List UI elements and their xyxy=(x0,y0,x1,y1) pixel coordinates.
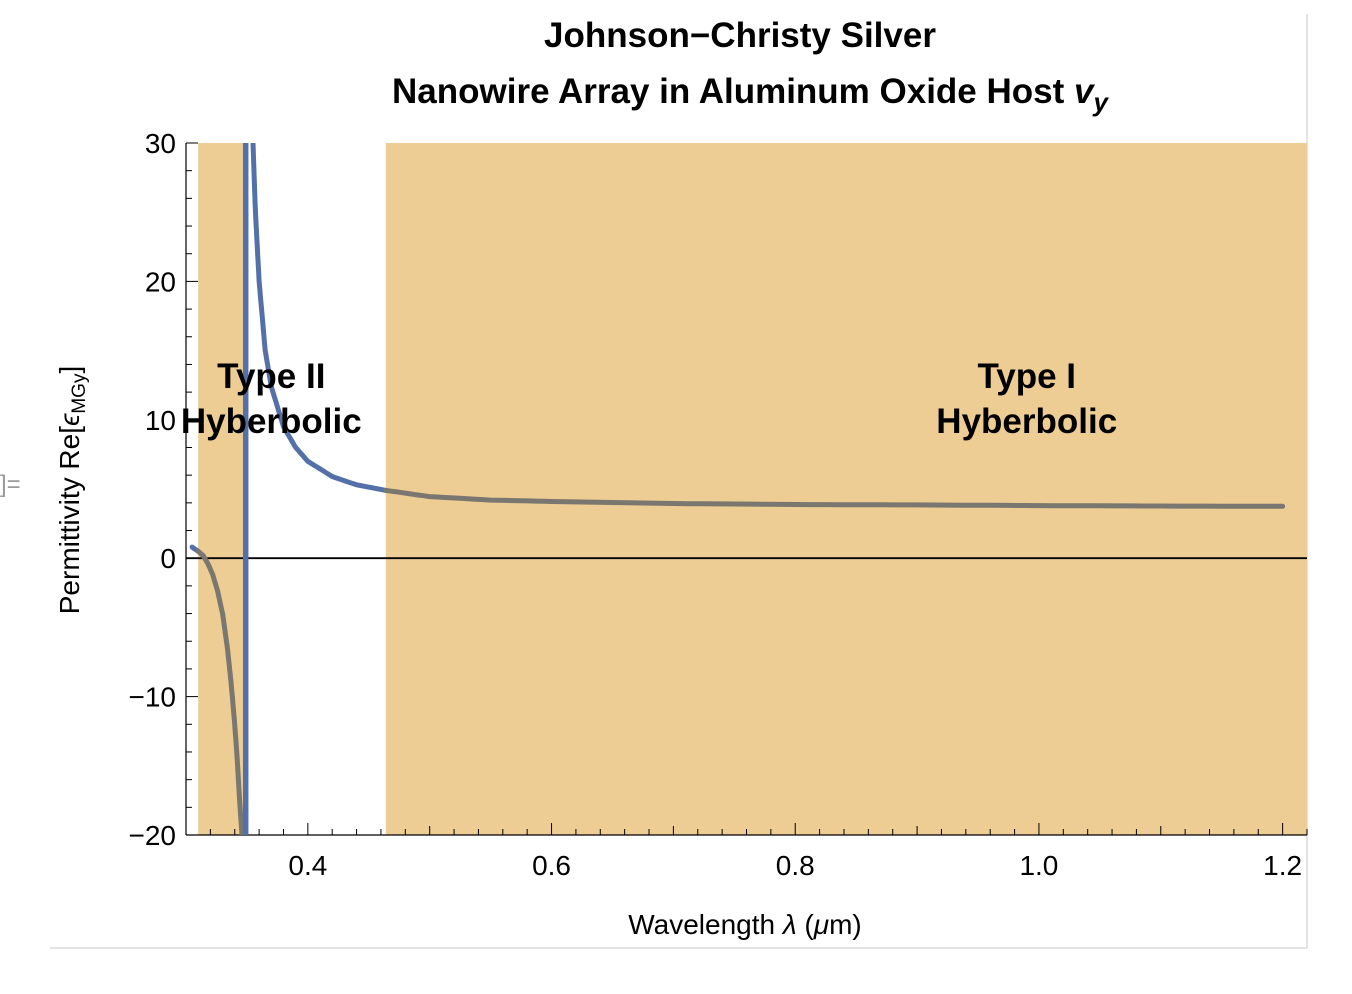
y-tick-label: −10 xyxy=(129,682,177,713)
x-axis-label-lambda: λ xyxy=(781,909,797,940)
y-tick-label: 20 xyxy=(145,266,176,297)
x-axis-label-close: m) xyxy=(829,909,862,940)
x-tick-label: 0.8 xyxy=(776,850,815,881)
y-tick-label: 10 xyxy=(145,405,176,436)
y-tick-label: 30 xyxy=(145,128,176,159)
y-axis-label-eps: ϵ xyxy=(54,413,85,426)
x-axis-label-mu: μ xyxy=(813,909,829,940)
x-tick-label: 1.0 xyxy=(1019,850,1058,881)
x-tick-label: 0.6 xyxy=(532,850,571,881)
region-labels: Type II Hyberbolic Type I Hyberbolic xyxy=(181,357,1117,441)
x-tick-label: 0.4 xyxy=(288,850,327,881)
y-tick-label: −20 xyxy=(129,820,177,851)
region-label-line2: Hyberbolic xyxy=(936,402,1117,441)
series-curve-segment xyxy=(195,548,245,835)
y-axis-label-text: Permittivity Re[ xyxy=(54,426,85,614)
y-axis-label-sub: MGy xyxy=(69,373,90,414)
shaded-region-1 xyxy=(198,143,247,835)
subtitle-sub: y xyxy=(1091,87,1109,117)
x-axis-label-open: ( xyxy=(797,909,815,940)
series-curve-segment xyxy=(250,143,389,493)
x-axis-label: Wavelength λ (μm) xyxy=(628,909,862,940)
axes: −20 −10 0 10 20 30 0.4 0.6 0.8 1.0 1.2 xyxy=(129,128,1308,881)
chart-title: Johnson−Christy Silver xyxy=(544,16,936,55)
shaded-region-2 xyxy=(385,143,1307,835)
chart-subtitle: Nanowire Array in Aluminum Oxide Host vy xyxy=(392,72,1109,117)
region-label-line1: Type I xyxy=(977,357,1076,396)
series-curve-segment xyxy=(383,487,1286,509)
y-axis-label-close: ] xyxy=(54,366,85,374)
y-axis-label: Permittivity Re[ϵMGy] xyxy=(54,366,90,615)
shaded-regions xyxy=(198,143,1307,835)
region-label-line2: Hyberbolic xyxy=(181,402,362,441)
x-tick-label: 1.2 xyxy=(1263,850,1302,881)
x-axis-label-text: Wavelength xyxy=(628,909,783,940)
region-label-line1: Type II xyxy=(217,357,325,396)
curves xyxy=(189,143,1286,835)
cell-output-marker: ]= xyxy=(0,471,21,498)
subtitle-var: v xyxy=(1074,72,1096,111)
subtitle-text: Nanowire Array in Aluminum Oxide Host xyxy=(392,72,1074,111)
y-tick-label: 0 xyxy=(160,543,176,574)
